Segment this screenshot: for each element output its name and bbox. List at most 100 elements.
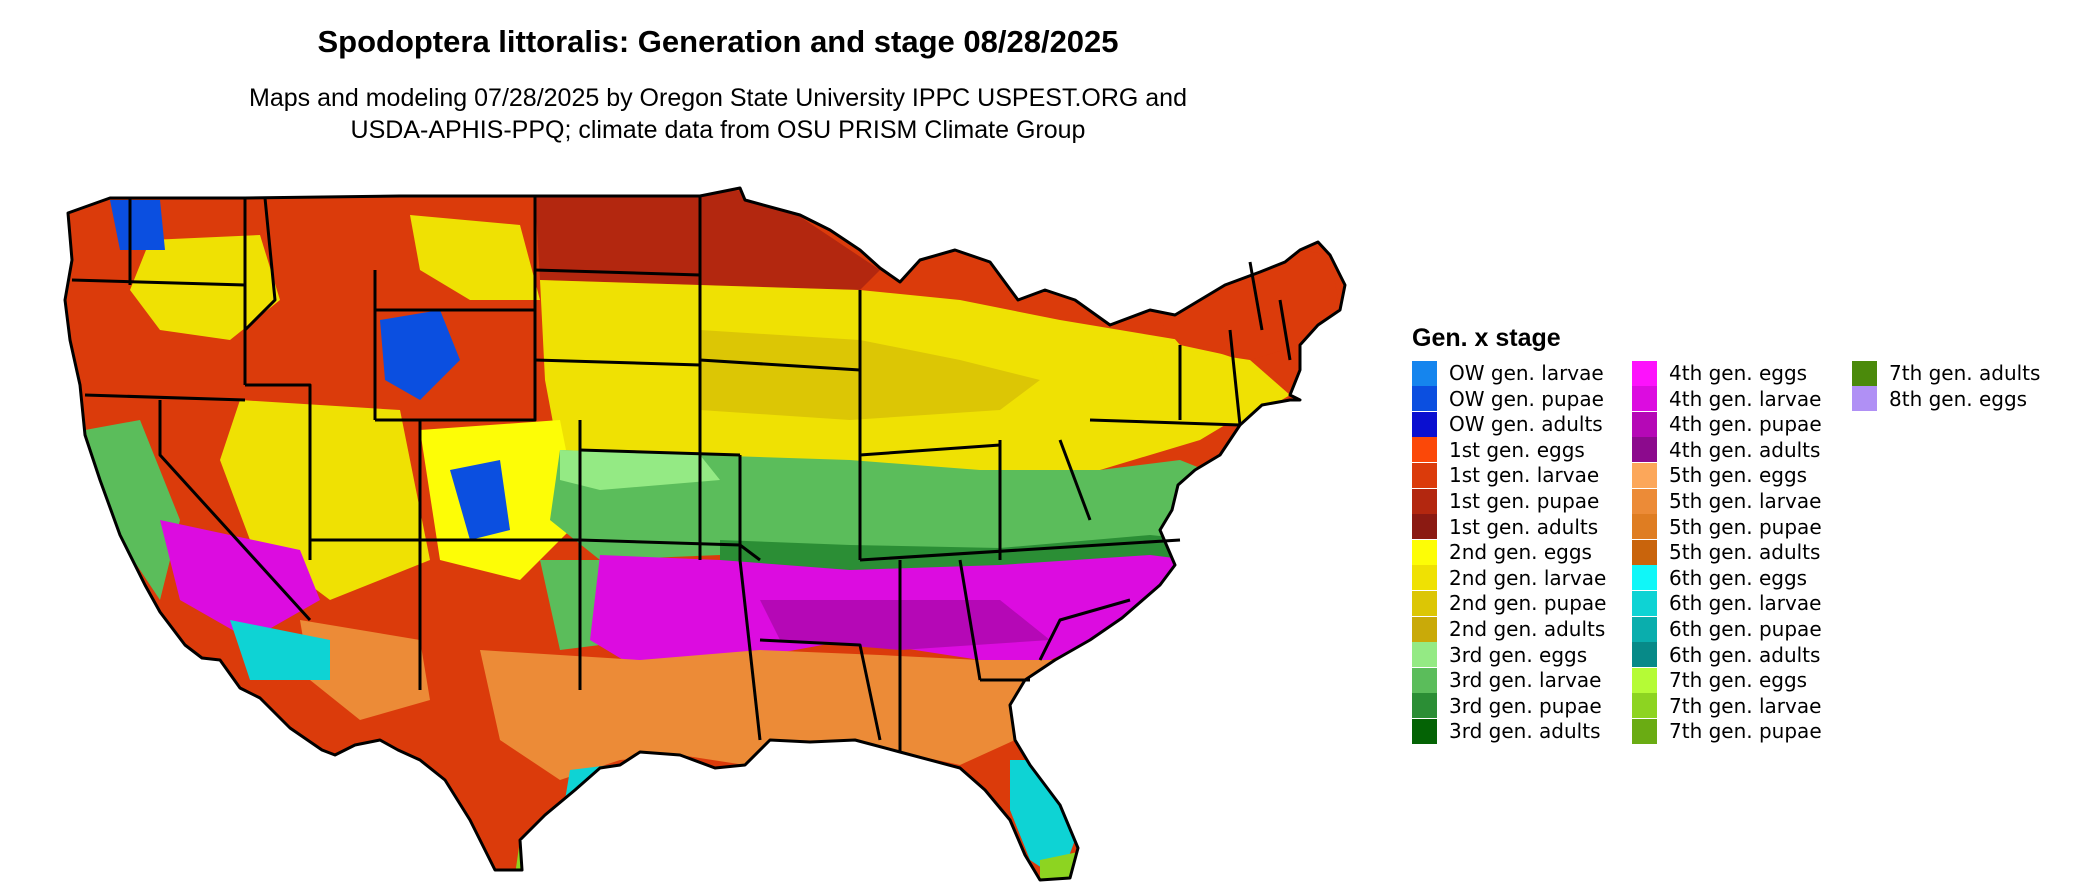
legend-label: 5th gen. pupae xyxy=(1669,514,1822,539)
legend-swatch xyxy=(1632,411,1657,437)
zone-5th-gen-larvae xyxy=(480,650,1060,780)
legend-item: 2nd gen. pupae xyxy=(1412,590,1606,616)
legend-label: OW gen. larvae xyxy=(1449,361,1604,385)
legend-swatch xyxy=(1412,565,1437,591)
legend-label: 3rd gen. adults xyxy=(1449,719,1601,744)
legend-item: 8th gen. eggs xyxy=(1852,386,2027,412)
legend-swatch xyxy=(1632,642,1657,668)
legend-item: 1st gen. larvae xyxy=(1412,462,1599,488)
legend-swatch xyxy=(1412,360,1437,386)
legend-item: 2nd gen. adults xyxy=(1412,616,1605,642)
legend-item: 4th gen. eggs xyxy=(1632,360,1807,386)
legend-item: 5th gen. eggs xyxy=(1632,462,1807,488)
legend-swatch xyxy=(1632,590,1657,616)
legend-swatch xyxy=(1412,667,1437,693)
legend-item: 6th gen. adults xyxy=(1632,642,1820,668)
legend-item: 6th gen. pupae xyxy=(1632,616,1822,642)
legend-swatch xyxy=(1412,718,1437,744)
legend-label: 6th gen. larvae xyxy=(1669,591,1822,616)
legend-label: 1st gen. adults xyxy=(1449,514,1599,539)
legend-item: 2nd gen. larvae xyxy=(1412,565,1606,591)
legend-label: 3rd gen. larvae xyxy=(1449,668,1602,693)
state-border xyxy=(1228,329,1242,426)
zone-2nd-gen-northeast xyxy=(1150,345,1290,425)
legend-swatch xyxy=(1632,437,1657,463)
state-border xyxy=(1248,261,1264,331)
legend-item: 6th gen. eggs xyxy=(1632,565,1807,591)
zone-7th-gen-florida-tip xyxy=(1040,852,1078,880)
zone-ow-gen-colorado xyxy=(450,460,510,540)
legend-item: 7th gen. adults xyxy=(1852,360,2040,386)
legend-label: 1st gen. larvae xyxy=(1449,463,1600,488)
legend-label: OW gen. pupae xyxy=(1449,386,1604,411)
legend-item: 1st gen. adults xyxy=(1412,514,1598,540)
legend-item: 3rd gen. pupae xyxy=(1412,693,1602,719)
state-border xyxy=(534,358,701,367)
legend-swatch xyxy=(1412,539,1437,565)
legend-item: 5th gen. pupae xyxy=(1632,514,1822,540)
map-title: Spodoptera littoralis: Generation and st… xyxy=(317,24,1119,59)
legend-label: 6th gen. pupae xyxy=(1669,617,1822,641)
legend-label: 7th gen. larvae xyxy=(1669,693,1822,718)
legend-item: 4th gen. pupae xyxy=(1632,411,1822,437)
zone-4th-gen-desert xyxy=(160,520,320,640)
legend-label: 3rd gen. pupae xyxy=(1449,693,1602,718)
state-border xyxy=(1038,598,1131,661)
legend-item: 7th gen. pupae xyxy=(1632,718,1822,744)
legend-item: 1st gen. eggs xyxy=(1412,437,1585,463)
legend-item: 5th gen. adults xyxy=(1632,539,1820,565)
legend-label: 7th gen. pupae xyxy=(1669,719,1822,744)
legend-swatch xyxy=(1412,514,1437,540)
legend-item: 2nd gen. eggs xyxy=(1412,539,1592,565)
zone-3rd-gen-california xyxy=(85,420,180,600)
legend-swatch xyxy=(1632,386,1657,412)
legend-label: 2nd gen. larvae xyxy=(1449,565,1607,590)
legend-label: 6th gen. eggs xyxy=(1669,565,1808,590)
legend-title: Gen. x stage xyxy=(1412,324,1561,352)
zone-4th-gen-pupae xyxy=(760,600,1050,650)
legend-label: 2nd gen. pupae xyxy=(1449,591,1607,616)
state-border xyxy=(759,638,882,741)
legend-swatch xyxy=(1852,386,1877,412)
legend-swatch xyxy=(1412,386,1437,412)
legend-label: 5th gen. larvae xyxy=(1669,489,1822,513)
legend-item: 7th gen. eggs xyxy=(1632,667,1807,693)
legend-swatch xyxy=(1412,411,1437,437)
zone-6th-gen-texas xyxy=(560,760,700,860)
state-border xyxy=(245,383,312,560)
legend-label: 2nd gen. adults xyxy=(1449,617,1606,641)
legend-swatch xyxy=(1632,693,1657,719)
legend-label: OW gen. adults xyxy=(1449,412,1603,437)
state-border xyxy=(738,559,762,741)
legend-swatch xyxy=(1412,437,1437,463)
state-border xyxy=(579,448,741,457)
state-border xyxy=(243,197,277,332)
legend-label: 4th gen. larvae xyxy=(1669,386,1822,411)
legend-item: 1st gen. pupae xyxy=(1412,488,1599,514)
state-border xyxy=(71,278,246,287)
legend-item: 4th gen. larvae xyxy=(1632,386,1821,412)
zone-3rd-gen-eggs xyxy=(560,450,720,490)
legend-swatch xyxy=(1632,565,1657,591)
legend-item: OW gen. adults xyxy=(1412,411,1603,437)
legend-label: 7th gen. adults xyxy=(1889,361,2041,385)
legend-label: 5th gen. adults xyxy=(1669,540,1821,565)
zone-ow-gen-cascades xyxy=(110,200,165,250)
legend-label: 5th gen. eggs xyxy=(1669,463,1808,488)
zone-3rd-gen-larvae xyxy=(550,450,1230,560)
zone-1st-gen-pupae xyxy=(535,190,880,290)
zone-1st-gen-northeast xyxy=(1150,250,1340,360)
map-subtitle-line-2: USDA-APHIS-PPQ; climate data from OSU PR… xyxy=(350,116,1086,144)
legend-label: 7th gen. eggs xyxy=(1669,668,1808,693)
zone-2nd-gen-pupae xyxy=(700,330,1040,420)
legend-swatch xyxy=(1412,462,1437,488)
us-outline xyxy=(63,186,1347,882)
legend-swatch xyxy=(1632,667,1657,693)
legend-swatch xyxy=(1412,693,1437,719)
legend-swatch xyxy=(1632,488,1657,514)
legend-item: 3rd gen. adults xyxy=(1412,718,1600,744)
legend-swatch xyxy=(1632,616,1657,642)
legend-label: 4th gen. pupae xyxy=(1669,412,1822,437)
legend-item: 3rd gen. eggs xyxy=(1412,642,1587,668)
zone-2nd-gen-montana xyxy=(410,215,540,300)
